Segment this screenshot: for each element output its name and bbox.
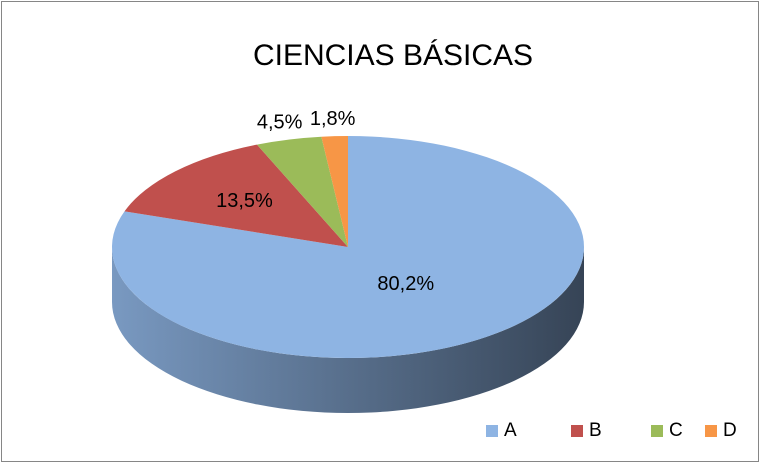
legend-label: D bbox=[723, 420, 737, 441]
legend-swatch bbox=[571, 425, 583, 437]
legend-label: B bbox=[589, 420, 602, 441]
pie-slice bbox=[257, 136, 348, 247]
legend-label: A bbox=[504, 420, 517, 441]
pie-slice bbox=[124, 144, 348, 247]
legend-label: C bbox=[669, 420, 683, 441]
data-label: 80,2% bbox=[377, 273, 434, 295]
data-label: 4,5% bbox=[257, 112, 303, 134]
data-label: 1,8% bbox=[310, 108, 356, 130]
chart-title: CIENCIAS BÁSICAS bbox=[253, 39, 533, 72]
pie-slice bbox=[321, 136, 348, 247]
pie-side bbox=[112, 247, 584, 413]
legend-swatch bbox=[651, 425, 663, 437]
data-label: 13,5% bbox=[216, 190, 273, 212]
legend-swatch bbox=[486, 425, 498, 437]
legend-swatch bbox=[705, 425, 717, 437]
pie-slice bbox=[111, 136, 584, 358]
